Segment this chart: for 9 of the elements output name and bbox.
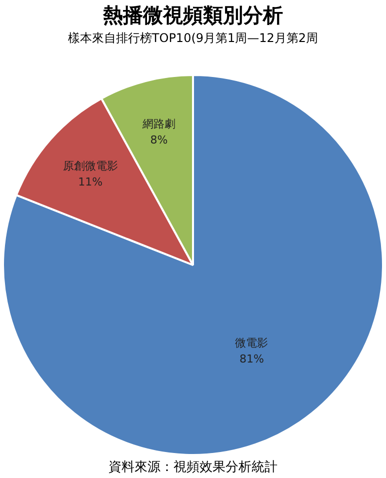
data-label: 81% xyxy=(240,352,264,366)
slice-label: 微電影 xyxy=(235,336,268,350)
data-label: 11% xyxy=(78,175,103,188)
chart-title: 熱播微視頻類別分析 xyxy=(102,2,284,29)
data-label: 8% xyxy=(150,133,168,146)
slice-label: 網路劇 xyxy=(141,117,176,130)
source-note: 資料來源：視頻效果分析統計 xyxy=(108,459,278,476)
chart-subtitle: 樣本來自排行榜TOP10(9月第1周—12月第2周 xyxy=(66,30,320,47)
slice-label: 原創微電影 xyxy=(62,159,118,172)
